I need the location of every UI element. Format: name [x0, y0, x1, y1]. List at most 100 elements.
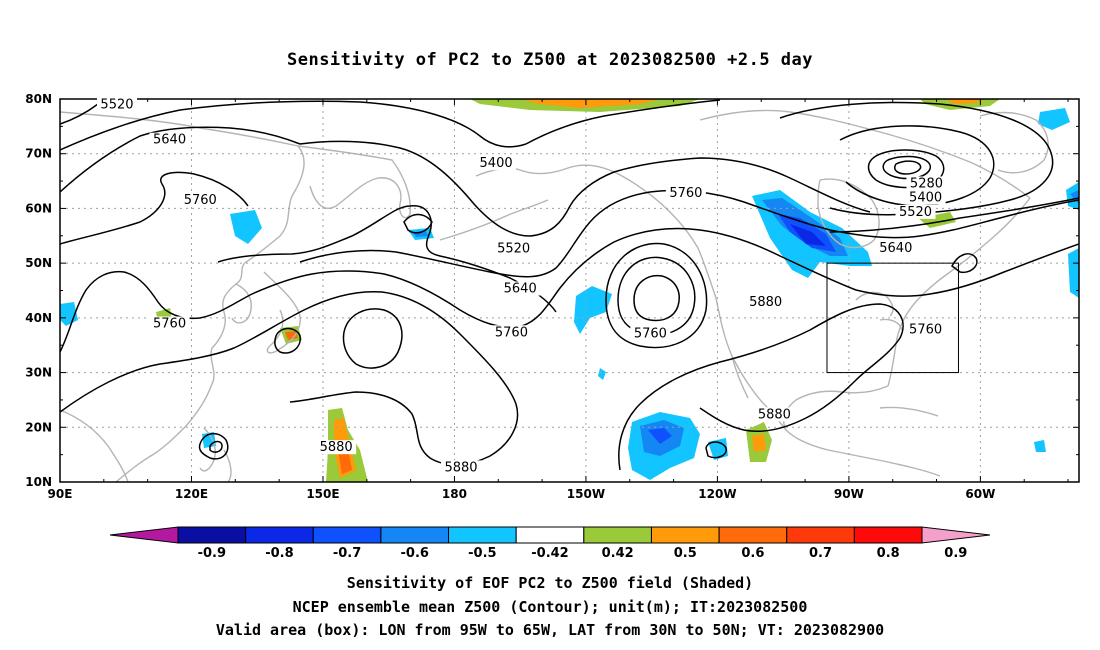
contour-5400-mid: [525, 99, 721, 145]
coastline-gulf-of-mexico: [782, 385, 941, 477]
contour-5640-sea-of-okhotsk: [403, 213, 433, 234]
contour-5760-cutoff-ring-outer: [605, 242, 708, 349]
lon-label: 150W: [567, 487, 605, 501]
contour-label: 5400: [480, 156, 513, 171]
contour-5880-east: [618, 303, 904, 471]
contour-label: 5640: [153, 133, 186, 148]
contour-5880-pacific-small: [705, 441, 727, 459]
shading-blob: [285, 331, 298, 340]
shading-blob: [648, 428, 672, 444]
shading-blob: [598, 368, 606, 380]
contour-label-bg: [493, 241, 534, 256]
colorbar-bin: [786, 526, 855, 544]
colorbar-label: -0.5: [468, 546, 496, 561]
contour-label-bg: [875, 241, 916, 256]
shading-blob: [230, 210, 262, 244]
coastline-cuba: [879, 406, 939, 417]
contour-label-bg: [905, 190, 946, 205]
contour-label-bg: [754, 407, 795, 422]
caption-contour: NCEP ensemble mean Z500 (Contour); unit(…: [292, 598, 808, 616]
lon-label: 90E: [48, 487, 73, 501]
colorbar-label: -0.8: [265, 546, 293, 561]
coastline-alaska: [475, 164, 717, 299]
lat-label: 30N: [25, 366, 52, 380]
coastline-canada-arctic: [699, 109, 1031, 199]
contour-label: 5880: [320, 440, 353, 455]
contour-5760-east-small: [951, 253, 978, 274]
contour-5400-north: [60, 100, 527, 151]
contour-5880-philippine: [198, 432, 229, 460]
contour-label: 5760: [184, 193, 217, 208]
coastline-korea: [231, 283, 252, 324]
colorbar-label: -0.7: [333, 546, 361, 561]
colorbar-bin: [718, 526, 788, 544]
colorbar-bin: [177, 526, 247, 544]
lon-label: 120W: [698, 487, 736, 501]
contour-label-bg: [491, 325, 532, 340]
colorbar-over-arrow: [921, 526, 991, 544]
caption-shaded: Sensitivity of EOF PC2 to Z500 field (Sh…: [346, 574, 754, 592]
coastline-philippines: [199, 427, 232, 482]
contour-label-bg: [316, 440, 357, 455]
contour-5040-closed: [894, 160, 922, 175]
contour-5880-japan-small: [274, 327, 301, 354]
lon-label: 60W: [965, 487, 995, 501]
map-title: Sensitivity of PC2 to Z500 at 2023082500…: [286, 50, 813, 70]
contour-5880-mid: [60, 290, 519, 466]
contour-5880-high-west: [342, 308, 403, 369]
contour-label: 5400: [909, 191, 942, 206]
contour-5640-east-outer: [829, 197, 1079, 233]
contour-label: 5760: [634, 326, 667, 341]
contour-label: 5760: [153, 317, 186, 332]
contour-label-bg: [149, 316, 190, 331]
colorbar-bin: [448, 526, 517, 544]
lat-label: 70N: [25, 147, 52, 161]
contour-label-bg: [906, 176, 947, 191]
coastline-great-lakes: [855, 291, 903, 331]
colorbar-bin: [583, 526, 652, 544]
contour-label-bg: [96, 97, 137, 112]
colorbar-under-arrow: [109, 526, 179, 544]
colorbar-label: 0.8: [877, 546, 900, 561]
coastline-us-east: [887, 197, 1031, 387]
shading-blob: [945, 99, 985, 104]
lat-label: 50N: [25, 256, 52, 270]
lat-label: 80N: [25, 92, 52, 106]
shading-blob: [1068, 248, 1079, 298]
contour-label-bg: [745, 295, 786, 310]
colorbar-bin: [515, 526, 585, 544]
colorbar: -0.9 -0.8 -0.7 -0.6 -0.5 -0.42 0.42 0.5 0.6 0.7 0.…: [109, 526, 991, 561]
contour-label: 5640: [504, 282, 537, 297]
coastlines: [60, 109, 1049, 482]
shading-blob: [338, 448, 352, 474]
contour-label: 5640: [879, 241, 912, 256]
contour-5160-closed: [882, 155, 932, 180]
shading-blob: [574, 286, 612, 334]
contour-label: 5760: [669, 186, 702, 201]
shading-blob: [752, 434, 766, 452]
colorbar-label: 0.9: [944, 546, 967, 561]
colorbar-bin: [853, 526, 923, 544]
contour-label: 5280: [910, 176, 943, 191]
colorbar-label: -0.6: [401, 546, 429, 561]
coastline-greenland: [979, 111, 1049, 174]
coastline-indochina: [60, 409, 129, 482]
contour-label-bg: [441, 460, 482, 475]
lon-label: 180: [442, 487, 467, 501]
contour-5760-cutoff-ring-inner: [633, 274, 680, 322]
contour-5640-mid: [299, 189, 1079, 278]
lat-label: 20N: [25, 420, 52, 434]
contour-5880-philippine-inner: [209, 440, 223, 453]
contour-label: 5520: [899, 205, 932, 220]
valid-area-box: [826, 262, 959, 374]
shading-blob: [520, 99, 660, 108]
coastline-east-asia: [60, 111, 305, 482]
contour-label-bg: [895, 204, 936, 219]
colorbar-label: 0.42: [602, 546, 634, 561]
lat-label: 40N: [25, 311, 52, 325]
latitude-labels: 80N 70N 60N 50N 40N 30N 20N 10N: [25, 92, 52, 489]
contour-labels: 5520564057605760540055205640576057605760…: [96, 97, 947, 475]
shading-blob: [60, 302, 78, 326]
contour-label-bg: [630, 326, 671, 341]
